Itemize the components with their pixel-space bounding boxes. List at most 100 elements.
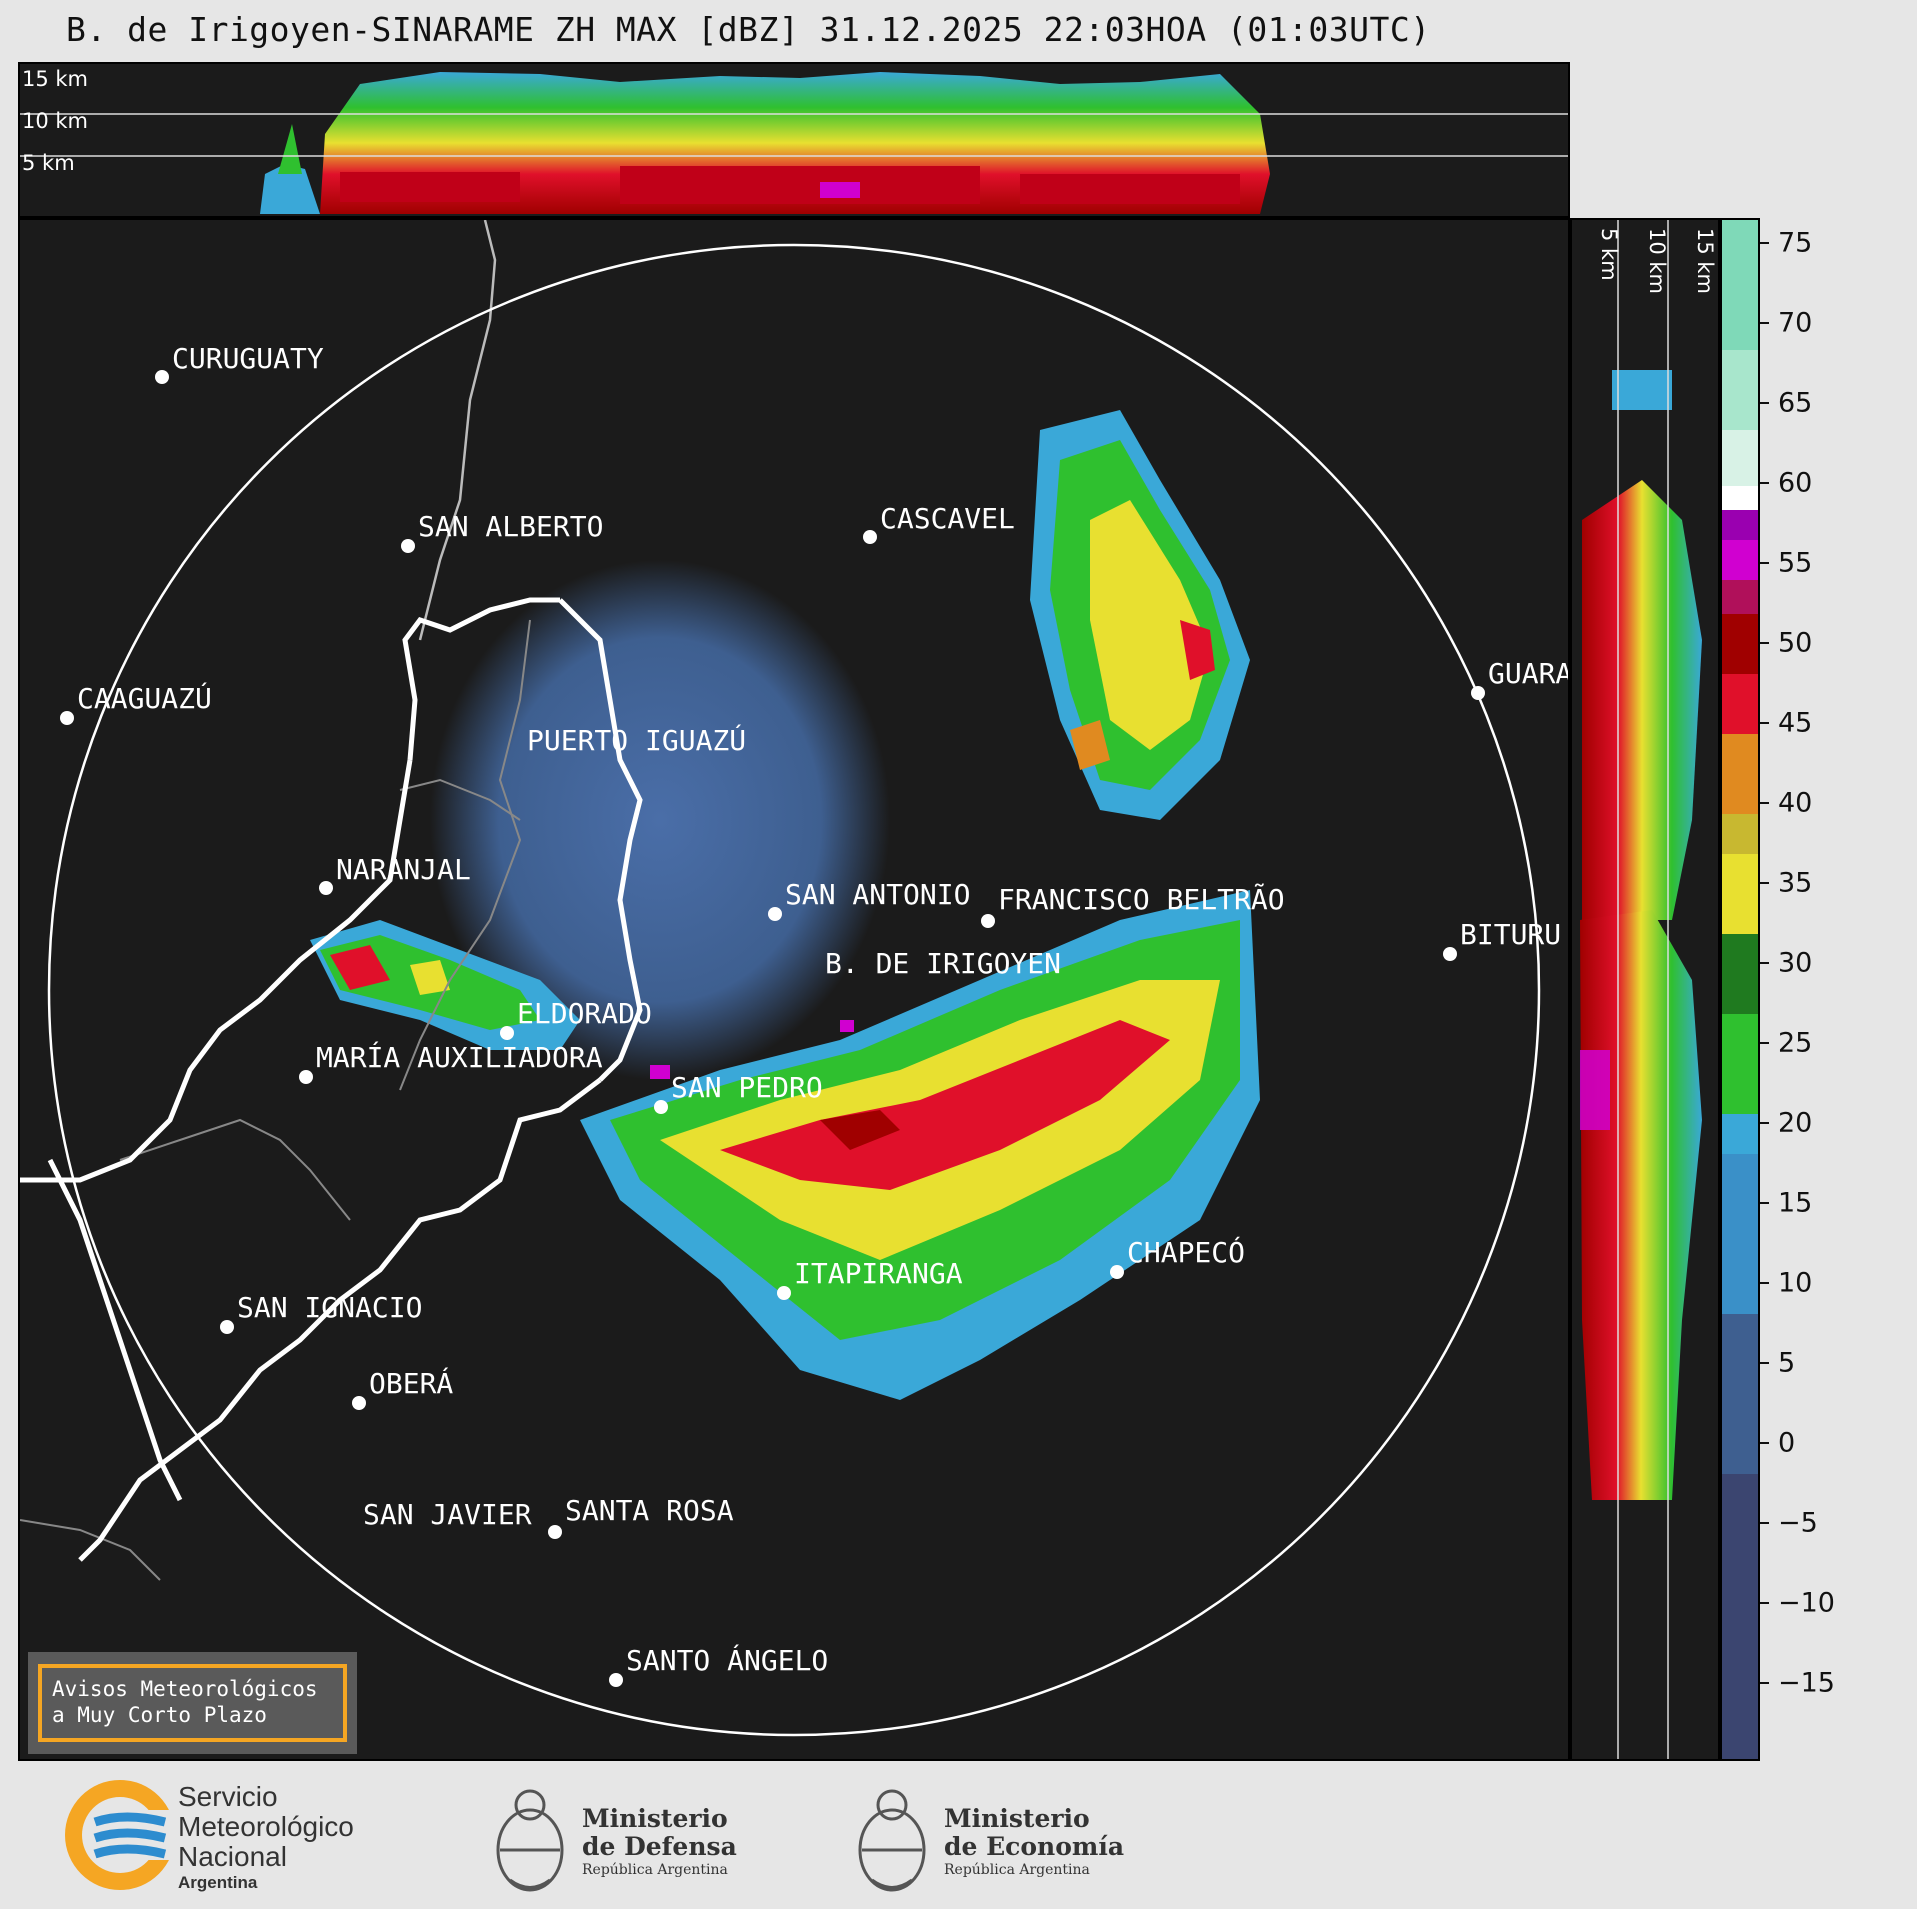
city-label: BITURU xyxy=(1460,918,1561,951)
city-label: SAN JAVIER xyxy=(363,1498,532,1531)
city-puerto-iguazu[interactable]: PUERTO IGUAZÚ xyxy=(527,723,746,757)
city-bituru[interactable]: BITURU xyxy=(1443,918,1561,961)
city-curuguaty[interactable]: CURUGUATY xyxy=(155,342,324,384)
economia-text: Ministerio de Economía República Argenti… xyxy=(944,1805,1124,1879)
city-itapiranga[interactable]: ITAPIRANGA xyxy=(777,1257,963,1300)
smn-line-2: Meteorológico xyxy=(178,1811,354,1842)
city-san-alberto[interactable]: SAN ALBERTO xyxy=(401,510,603,553)
colorbar-tick-label: 30 xyxy=(1778,947,1813,979)
colorbar-tick-mark xyxy=(1760,1282,1769,1284)
smn-line-4: Argentina xyxy=(178,1873,258,1892)
city-marker xyxy=(155,370,169,384)
city-label: FRANCISCO BELTRÃO xyxy=(998,883,1285,916)
city-santo-angelo[interactable]: SANTO ÁNGELO xyxy=(609,1643,828,1687)
city-label: GUARA xyxy=(1488,657,1568,690)
radar-map[interactable]: CURUGUATY SAN ALBERTO CASCAVEL CAAGUAZÚ … xyxy=(18,218,1570,1761)
city-san-antonio[interactable]: SAN ANTONIO xyxy=(768,878,970,921)
side-echo-upper xyxy=(1582,480,1702,920)
alerts-line-2: a Muy Corto Plazo xyxy=(52,1703,267,1727)
city-label: PUERTO IGUAZÚ xyxy=(527,723,746,757)
colorbar-tick-mark xyxy=(1760,322,1769,324)
side-alt-label-5km: 5 km xyxy=(1597,228,1621,281)
city-cascavel[interactable]: CASCAVEL xyxy=(863,502,1015,544)
smn-line-3: Nacional xyxy=(178,1841,287,1872)
city-marker xyxy=(1471,686,1485,700)
defensa-line-2: de Defensa xyxy=(582,1832,737,1861)
se-storm-red xyxy=(720,1020,1170,1190)
colorbar-tick-mark xyxy=(1760,882,1769,884)
near-radar-clutter xyxy=(430,560,890,1080)
city-label: CHAPECÓ xyxy=(1127,1235,1245,1269)
alt-label-10km: 10 km xyxy=(22,109,88,133)
east-storm-yellow xyxy=(1090,500,1210,750)
economia-line-3: República Argentina xyxy=(944,1862,1090,1878)
city-b-de-irigoyen[interactable]: B. DE IRIGOYEN xyxy=(825,947,1061,980)
city-obera[interactable]: OBERÁ xyxy=(352,1366,453,1410)
city-chapeco[interactable]: CHAPECÓ xyxy=(1110,1235,1245,1279)
colorbar-tick-mark xyxy=(1760,242,1769,244)
city-maria-auxiliadora[interactable]: MARÍA AUXILIADORA xyxy=(299,1040,603,1084)
river-uruguay-south xyxy=(78,1078,602,1562)
city-marker xyxy=(401,539,415,553)
city-label: ELDORADO xyxy=(517,997,652,1030)
colorbar-tick-mark xyxy=(1760,1042,1769,1044)
city-san-javier[interactable]: SAN JAVIER xyxy=(363,1498,532,1531)
city-santa-rosa[interactable]: SANTA ROSA xyxy=(548,1494,734,1539)
city-label: NARANJAL xyxy=(336,853,471,886)
smn-text: Servicio Meteorológico Nacional Argentin… xyxy=(178,1782,354,1894)
page-title: B. de Irigoyen-SINARAME ZH MAX [dBZ] 31.… xyxy=(66,10,1431,49)
city-caaguazu[interactable]: CAAGUAZÚ xyxy=(60,681,212,725)
city-label: B. DE IRIGOYEN xyxy=(825,947,1061,980)
colorbar-tick-label: 55 xyxy=(1778,547,1813,579)
colorbar-tick-label: 0 xyxy=(1778,1427,1796,1459)
colorbar-tick-mark xyxy=(1760,1122,1769,1124)
radar-range-ring xyxy=(47,243,1541,1737)
side-alt-label-15km: 15 km xyxy=(1693,228,1717,294)
colorbar-tick-mark xyxy=(1760,722,1769,724)
city-san-ignacio[interactable]: SAN IGNACIO xyxy=(220,1291,422,1334)
economia-line-2: de Economía xyxy=(944,1832,1125,1861)
city-eldorado[interactable]: ELDORADO xyxy=(500,997,652,1040)
city-label: SANTA ROSA xyxy=(565,1494,734,1527)
city-marker xyxy=(1443,947,1457,961)
colorbar-tick-mark xyxy=(1760,1602,1769,1604)
colorbar-tick-mark xyxy=(1760,482,1769,484)
province-border xyxy=(399,619,531,1091)
river-parana xyxy=(20,759,413,1183)
city-marker xyxy=(768,907,782,921)
colorbar-tick-mark xyxy=(1760,642,1769,644)
city-marker xyxy=(654,1100,668,1114)
colorbar-tick-label: −5 xyxy=(1778,1507,1818,1539)
colorbar-tick-label: 20 xyxy=(1778,1107,1813,1139)
top-cross-section: 15 km 10 km 5 km xyxy=(18,62,1570,218)
colorbar-tick-mark xyxy=(1760,802,1769,804)
side-echo-lower xyxy=(1580,910,1702,1500)
colorbar-tick-label: 70 xyxy=(1778,307,1813,339)
city-guara[interactable]: GUARA xyxy=(1471,657,1568,700)
defensa-text: Ministerio de Defensa República Argentin… xyxy=(582,1805,737,1879)
colorbar-tick-label: 40 xyxy=(1778,787,1813,819)
city-marker xyxy=(981,914,995,928)
colorbar-tick-label: 75 xyxy=(1778,227,1813,259)
city-label: CAAGUAZÚ xyxy=(77,681,212,715)
colorbar-tick-mark xyxy=(1760,1682,1769,1684)
colorbar-tick-label: −15 xyxy=(1778,1667,1835,1699)
colorbar-tick-mark xyxy=(1760,1202,1769,1204)
top-echo-small xyxy=(260,164,320,214)
city-francisco-beltrao[interactable]: FRANCISCO BELTRÃO xyxy=(981,883,1285,928)
side-cross-section: 5 km 10 km 15 km xyxy=(1570,218,1720,1761)
colorbar-tick-label: 15 xyxy=(1778,1187,1813,1219)
city-san-pedro[interactable]: SAN PEDRO xyxy=(654,1071,823,1114)
colorbar-tick-label: 65 xyxy=(1778,387,1813,419)
alerts-box[interactable]: Avisos Meteorológicos a Muy Corto Plazo xyxy=(28,1652,357,1754)
economia-line-1: Ministerio xyxy=(944,1804,1090,1833)
colorbar-tick-label: 25 xyxy=(1778,1027,1813,1059)
dbz-colorbar xyxy=(1720,218,1760,1761)
city-naranjal[interactable]: NARANJAL xyxy=(319,853,471,895)
city-label: SANTO ÁNGELO xyxy=(626,1643,828,1677)
coat-of-arms-defensa-icon xyxy=(496,1789,564,1892)
colorbar-tick-mark xyxy=(1760,1522,1769,1524)
side-alt-label-10km: 10 km xyxy=(1645,228,1669,294)
city-label: OBERÁ xyxy=(369,1366,453,1400)
city-label: ITAPIRANGA xyxy=(794,1257,963,1290)
